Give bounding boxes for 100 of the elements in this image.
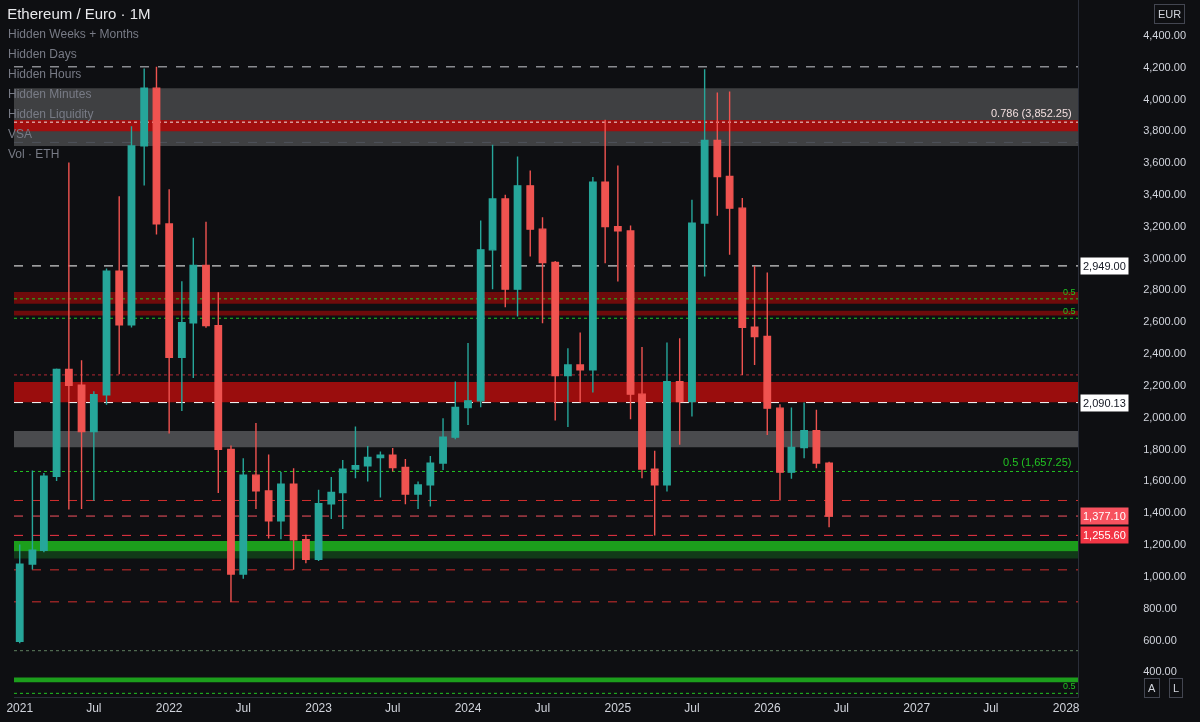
candlestick: [787, 406, 796, 480]
candlestick: [763, 271, 772, 436]
candlestick: [576, 331, 585, 404]
y-tick-label: 2,400.00: [1143, 347, 1187, 360]
candlestick: [289, 467, 298, 571]
ref-line-label: 2,949.00: [1083, 260, 1126, 272]
candlestick: [488, 144, 497, 290]
candlestick: [214, 291, 223, 494]
y-tick-label: 1,800.00: [1143, 442, 1187, 455]
y-tick-label: 4,200.00: [1143, 60, 1187, 73]
annotation: 0.5: [1063, 287, 1076, 297]
y-tick-label: 2,800.00: [1143, 283, 1187, 296]
y-tick-label: 1,400.00: [1143, 506, 1187, 519]
candlestick: [626, 224, 635, 420]
ref-line-label: 1,377.10: [1083, 510, 1126, 522]
x-tick-label: 2025: [604, 701, 632, 716]
candlestick: [426, 455, 435, 508]
candlestick: [115, 195, 124, 375]
x-tick-label: 2024: [454, 701, 482, 716]
y-tick-label: 3,000.00: [1143, 251, 1187, 264]
candlestick: [551, 260, 560, 422]
candlestick: [414, 480, 422, 510]
y-tick-label: 3,800.00: [1143, 124, 1187, 137]
candlestick: [351, 425, 360, 479]
annotation: Hidden Hours: [8, 67, 82, 81]
x-tick-label: Jul: [684, 701, 700, 716]
x-tick-label: Jul: [235, 701, 251, 716]
chart-title: Ethereum / Euro · 1M: [7, 5, 151, 23]
candlestick: [776, 403, 784, 502]
candlestick: [675, 337, 684, 446]
y-tick-label: 4,400.00: [1143, 28, 1187, 41]
candlestick: [239, 457, 248, 580]
candlestick: [401, 458, 410, 505]
candlestick: [277, 471, 285, 540]
candlestick: [227, 444, 235, 603]
x-tick-label: Jul: [983, 701, 999, 716]
candlestick: [713, 91, 722, 217]
y-tick-label: 1,000.00: [1143, 569, 1187, 582]
candlestick: [152, 66, 161, 236]
y-tick-label: 4,000.00: [1143, 92, 1187, 105]
candlestick: [650, 450, 659, 537]
ref-line-label: 1,255.60: [1083, 529, 1126, 541]
candlestick: [363, 445, 372, 483]
candlestick: [588, 176, 597, 394]
candlestick: [825, 461, 833, 528]
y-tick-label: 3,200.00: [1143, 219, 1187, 232]
candlestick: [314, 489, 323, 562]
candlestick: [39, 472, 48, 553]
y-tick-label: 1,200.00: [1143, 538, 1187, 551]
candlestick: [526, 169, 535, 258]
candlestick: [501, 194, 510, 308]
text: EUR: [1158, 8, 1182, 20]
y-tick-label: 2,200.00: [1143, 378, 1187, 391]
annotation: Hidden Minutes: [8, 87, 92, 101]
y-tick-label: 400.00: [1143, 665, 1177, 678]
y-tick-label: 600.00: [1143, 633, 1177, 646]
x-tick-label: 2026: [753, 701, 781, 716]
candlestick: [738, 197, 747, 376]
y-tick-label: 1,600.00: [1143, 474, 1187, 487]
candlestick: [376, 450, 385, 499]
candlestick: [563, 347, 572, 428]
candlestick: [202, 221, 210, 329]
candlestick: [77, 359, 86, 510]
candlestick: [301, 534, 310, 564]
y-tick-label: 3,400.00: [1143, 187, 1187, 200]
candlestick: [89, 390, 98, 502]
candlestick: [28, 469, 37, 571]
candlestick: [252, 422, 260, 510]
candlestick: [688, 199, 696, 418]
candlestick: [177, 280, 186, 412]
candlestick: [327, 476, 336, 520]
candlestick: [464, 342, 472, 426]
ref-line-label: 0.786 (3,852.25): [991, 107, 1072, 119]
candlestick: [700, 68, 709, 278]
x-tick-label: 2028: [1052, 701, 1080, 716]
text: L: [1173, 682, 1180, 694]
candlestick: [613, 164, 622, 283]
candlestick: [388, 447, 397, 473]
candlestick: [165, 188, 174, 435]
ref-line-label: 2,090.13: [1083, 397, 1126, 409]
annotation: 0.5: [1063, 681, 1076, 691]
candlestick: [663, 341, 671, 493]
y-tick-label: 2,600.00: [1143, 315, 1187, 328]
candlestick: [513, 155, 522, 318]
candlestick: [538, 216, 547, 324]
candlestick: [750, 265, 759, 366]
candlestick: [140, 67, 149, 187]
annotation: Hidden Weeks + Months: [8, 27, 139, 41]
x-tick-label: Jul: [534, 701, 551, 716]
y-tick-label: 3,600.00: [1143, 156, 1187, 169]
x-tick-label: 2027: [903, 701, 931, 716]
x-tick-label: Jul: [833, 701, 850, 716]
x-tick-label: 2023: [305, 701, 333, 716]
ref-line-label: 0.5 (1,657.25): [1003, 456, 1072, 468]
candlestick: [127, 125, 136, 329]
candlestick: [725, 90, 734, 256]
candlestick: [439, 417, 447, 471]
candlestick: [812, 409, 821, 469]
annotation: 0.5: [1063, 306, 1076, 316]
annotation: Hidden Liquidity: [8, 107, 94, 121]
